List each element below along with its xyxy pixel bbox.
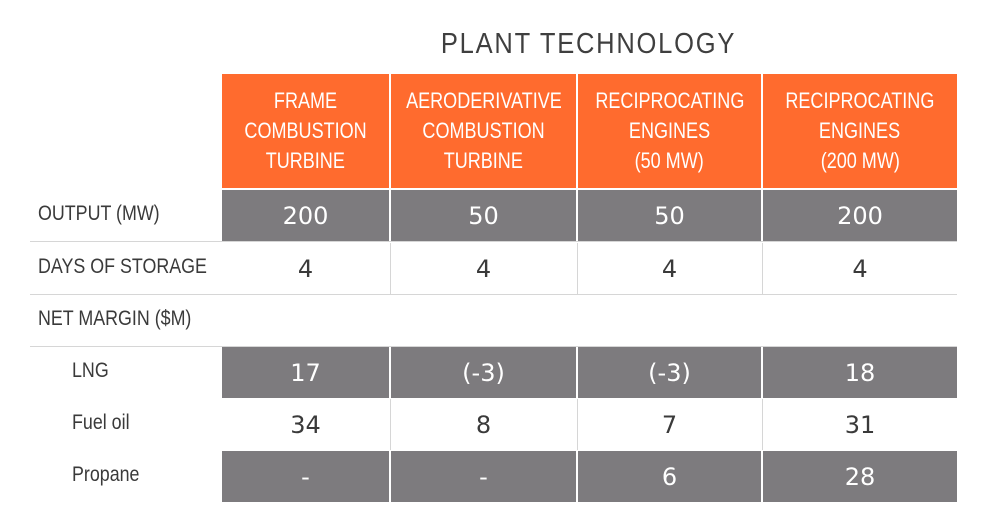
cell-divider <box>577 243 578 294</box>
cell-divider <box>762 243 763 294</box>
row-label: OUTPUT (MW) <box>38 202 160 225</box>
column-header: FRAME COMBUSTION TURBINE <box>222 74 389 188</box>
table-cell: 28 <box>763 451 957 502</box>
table-cell: 4 <box>222 243 389 294</box>
table-cell: 200 <box>763 190 957 241</box>
column-header-line: (50 MW) <box>634 148 705 173</box>
column-header-line: FRAME <box>273 88 338 113</box>
table-cell: 34 <box>222 399 389 450</box>
table-cell: 8 <box>391 399 576 450</box>
column-header-line: AERODERIVATIVE <box>405 88 562 113</box>
row-label: DAYS OF STORAGE <box>38 255 207 278</box>
row-label: LNG <box>72 359 109 382</box>
table-cell: 18 <box>763 347 957 398</box>
table-cell: 200 <box>222 190 389 241</box>
row-divider <box>30 294 957 295</box>
cell-divider <box>390 399 391 450</box>
row-label: Propane <box>72 463 140 486</box>
column-header-line: TURBINE <box>265 148 346 173</box>
table-cell: 4 <box>763 243 957 294</box>
column-header-line: ENGINES <box>819 118 901 143</box>
table-cell: 50 <box>391 190 576 241</box>
column-header-line: RECIPROCATING <box>594 88 745 113</box>
column-header-line: TURBINE <box>443 148 524 173</box>
column-header: AERODERIVATIVE COMBUSTION TURBINE <box>391 74 576 188</box>
table-cell: 6 <box>578 451 761 502</box>
row-label: NET MARGIN ($M) <box>38 307 192 330</box>
column-header-line: COMBUSTION <box>244 118 367 143</box>
table-cell: 31 <box>763 399 957 450</box>
cell-divider <box>577 399 578 450</box>
column-header-line: COMBUSTION <box>422 118 545 143</box>
row-divider <box>30 346 957 347</box>
column-header: RECIPROCATING ENGINES (50 MW) <box>578 74 761 188</box>
column-header-line: ENGINES <box>628 118 711 143</box>
table-cell: 4 <box>578 243 761 294</box>
row-label: Fuel oil <box>72 411 130 434</box>
column-header-line: (200 MW) <box>820 148 900 173</box>
table-cell: - <box>222 451 389 502</box>
table-title: PLANT TECHNOLOGY <box>440 28 737 60</box>
table-cell: - <box>391 451 576 502</box>
column-header: RECIPROCATING ENGINES (200 MW) <box>763 74 957 188</box>
column-header-line: RECIPROCATING <box>785 88 935 113</box>
table-cell: 17 <box>222 347 389 398</box>
table-cell: (-3) <box>578 347 761 398</box>
table-cell: (-3) <box>391 347 576 398</box>
cell-divider <box>390 243 391 294</box>
table-cell: 4 <box>391 243 576 294</box>
table-cell: 7 <box>578 399 761 450</box>
table-cell: 50 <box>578 190 761 241</box>
cell-divider <box>762 399 763 450</box>
row-divider <box>30 241 957 242</box>
